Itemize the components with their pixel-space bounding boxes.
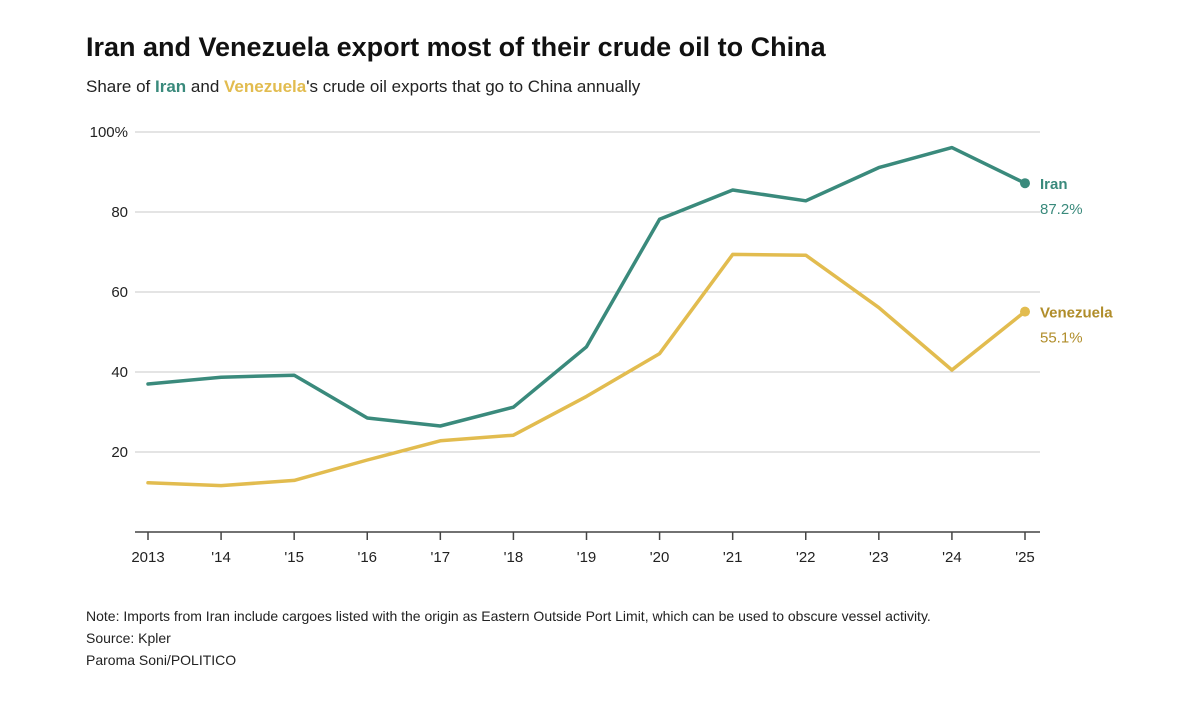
y-tick-label: 20 bbox=[111, 444, 128, 461]
y-tick-label: 80 bbox=[111, 204, 128, 221]
x-tick-label: '15 bbox=[284, 549, 304, 566]
x-tick-label: '25 bbox=[1015, 549, 1035, 566]
y-tick-label: 60 bbox=[111, 284, 128, 301]
x-tick-label: '22 bbox=[796, 549, 816, 566]
axis-layer: 20 40 60 80 100% 2013 '14 '15 '16 '17 '18 '19 '20 '21… bbox=[90, 124, 1040, 566]
end-label-value-venezuela: 55.1% bbox=[1040, 330, 1083, 347]
y-tick-label: 100% bbox=[90, 124, 128, 141]
subtitle-suffix: 's crude oil exports that go to China an… bbox=[306, 77, 641, 96]
subtitle-prefix: Share of bbox=[86, 77, 155, 96]
source-text: Source: Kpler bbox=[86, 630, 171, 646]
subtitle-venezuela: Venezuela bbox=[224, 77, 307, 96]
subtitle-iran: Iran bbox=[155, 77, 187, 96]
credit-text: Paroma Soni/POLITICO bbox=[86, 652, 237, 668]
x-tick-label: '24 bbox=[942, 549, 962, 566]
x-tick-label: '14 bbox=[211, 549, 231, 566]
end-point-iran bbox=[1020, 178, 1030, 189]
chart-subtitle: Share of Iran and Venezuela's crude oil … bbox=[86, 77, 640, 97]
end-label-value-iran: 87.2% bbox=[1040, 201, 1083, 218]
note-text: Note: Imports from Iran include cargoes … bbox=[86, 608, 931, 624]
series-line-venezuela bbox=[146, 252, 1027, 488]
x-tick-label: '21 bbox=[723, 549, 743, 566]
end-label-name-iran: Iran bbox=[1040, 176, 1068, 193]
grid-layer bbox=[135, 131, 1040, 453]
x-tick-label: '20 bbox=[650, 549, 670, 566]
series-layer bbox=[146, 145, 1030, 488]
series-line-iran bbox=[146, 145, 1027, 428]
x-tick-label: 2013 bbox=[131, 549, 164, 566]
x-tick-label: '19 bbox=[577, 549, 597, 566]
chart-footer: Note: Imports from Iran include cargoes … bbox=[86, 605, 931, 671]
end-point-venezuela bbox=[1020, 306, 1030, 317]
x-tick-label: '18 bbox=[504, 549, 524, 566]
chart-title: Iran and Venezuela export most of their … bbox=[86, 32, 826, 62]
subtitle-and: and bbox=[186, 77, 224, 96]
label-layer: Iran 87.2% Venezuela 55.1% bbox=[1040, 176, 1113, 346]
end-label-name-venezuela: Venezuela bbox=[1040, 305, 1113, 322]
x-tick-label: '17 bbox=[431, 549, 451, 566]
y-tick-label: 40 bbox=[111, 364, 128, 381]
x-tick-label: '16 bbox=[357, 549, 377, 566]
x-tick-label: '23 bbox=[869, 549, 889, 566]
